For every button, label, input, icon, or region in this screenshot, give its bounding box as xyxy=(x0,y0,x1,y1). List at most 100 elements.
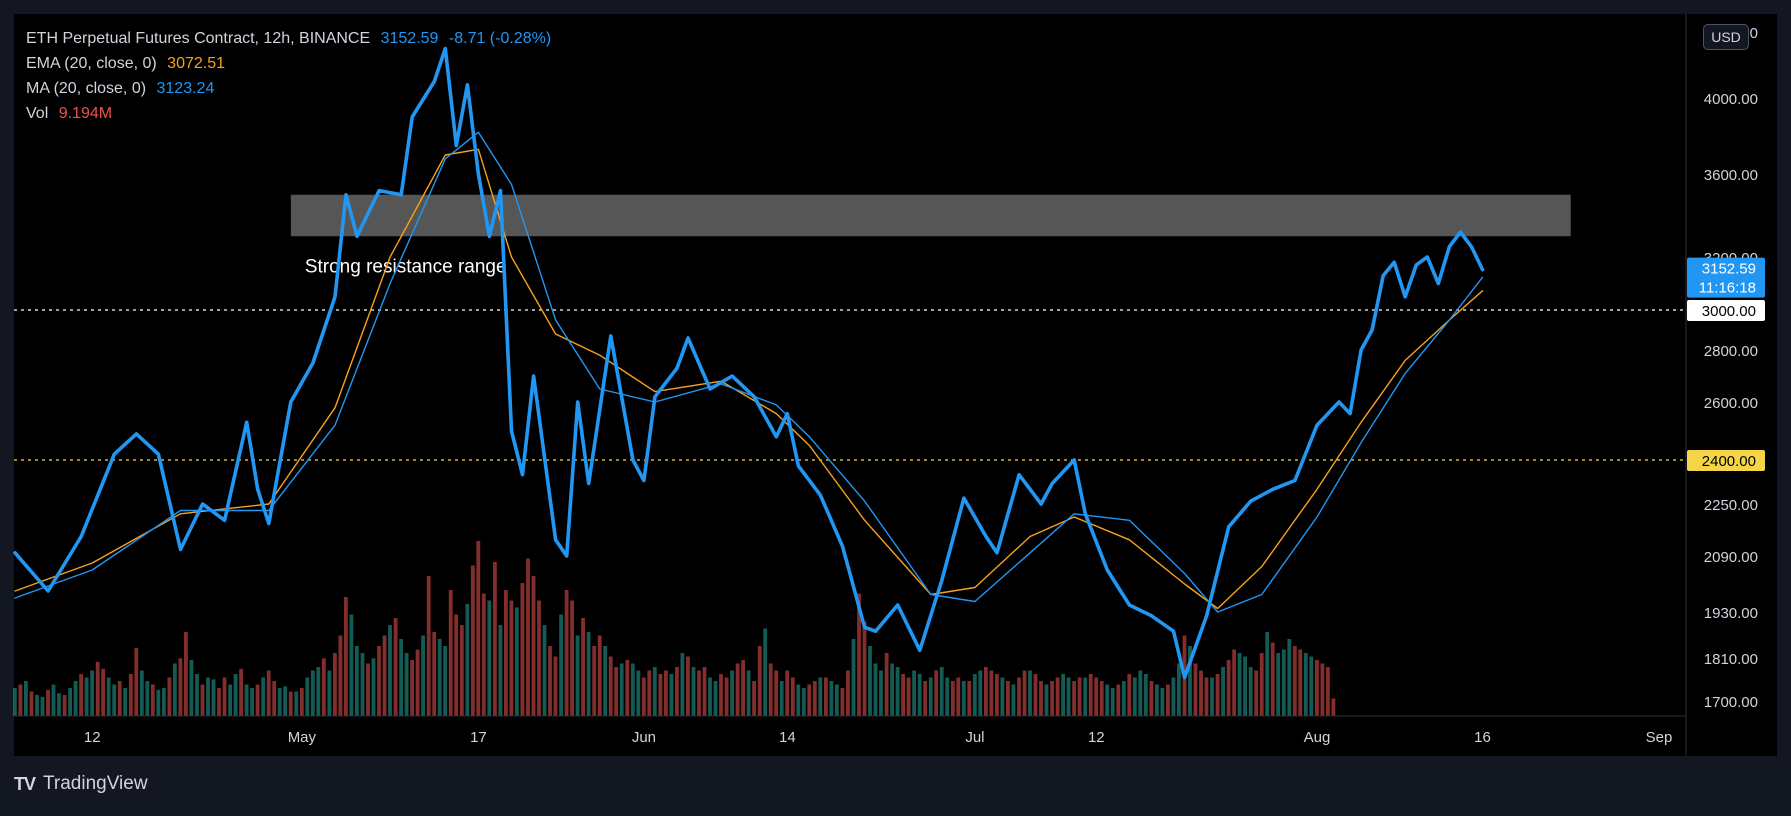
volume-bar xyxy=(697,670,701,716)
volume-bar xyxy=(51,684,56,716)
volume-bar xyxy=(603,646,608,716)
volume-bar xyxy=(812,681,817,716)
volume-bar xyxy=(1055,677,1060,716)
indicator-row-ema[interactable]: EMA (20, close, 0) 3072.51 xyxy=(26,51,551,76)
ma-line[interactable] xyxy=(14,131,1484,613)
price-labels: 3152.59 11:16:18 3000.00 2400.00 xyxy=(1687,257,1765,471)
ema-line[interactable] xyxy=(14,148,1484,610)
volume-bar xyxy=(1050,681,1054,716)
volume-bar xyxy=(636,670,641,716)
volume-bar xyxy=(272,681,277,716)
volume-bar xyxy=(652,667,657,716)
volume-bar xyxy=(785,670,790,716)
time-tick-label: Sep xyxy=(1646,729,1673,746)
countdown-label: 11:16:18 xyxy=(1699,280,1756,297)
volume-bar xyxy=(1243,656,1247,716)
volume-bar xyxy=(35,695,39,716)
volume-bar xyxy=(1105,684,1110,716)
indicator-row-ma[interactable]: MA (20, close, 0) 3123.24 xyxy=(26,76,551,101)
volume-bar xyxy=(266,670,271,716)
volume-bar xyxy=(57,693,61,717)
time-tick-label: May xyxy=(288,729,317,746)
currency-button[interactable]: USD xyxy=(1703,24,1749,50)
volume-bar xyxy=(807,684,812,716)
price-tick-label: 3600.00 xyxy=(1704,167,1758,184)
volume-bar xyxy=(1265,632,1270,716)
tradingview-branding[interactable]: TV TradingView xyxy=(14,773,148,795)
volume-bar xyxy=(597,635,602,716)
volume-bar xyxy=(730,670,734,716)
volume-bar xyxy=(18,684,23,716)
resistance-zone: Strong resistance range xyxy=(290,194,1571,277)
volume-bar xyxy=(763,628,768,716)
symbol-row[interactable]: ETH Perpetual Futures Contract, 12h, BIN… xyxy=(26,26,551,51)
volume-bar xyxy=(79,674,83,716)
volume-bar xyxy=(641,677,646,716)
volume-bar xyxy=(1199,670,1203,716)
volume-bar xyxy=(664,670,668,716)
volume-bar xyxy=(862,621,867,716)
time-axis[interactable]: 12 May 17 Jun 14 Jul 12 Aug 16 Sep xyxy=(14,715,1686,746)
resistance-annotation: Strong resistance range xyxy=(305,256,507,277)
volume-bar xyxy=(355,646,359,716)
volume-bar xyxy=(1215,674,1220,716)
time-tick-label: Aug xyxy=(1304,729,1331,746)
volume-bar xyxy=(779,681,784,716)
ma-label: MA (20, close, 0) xyxy=(26,80,147,97)
volume-bar xyxy=(13,688,17,716)
volume-bar xyxy=(1303,653,1308,716)
volume-bar xyxy=(1292,646,1297,716)
price-tick-label: 1700.00 xyxy=(1704,694,1758,711)
volume-bar xyxy=(493,562,497,716)
volume-bar xyxy=(1077,677,1082,716)
volume-bar xyxy=(614,667,619,716)
volume-bar xyxy=(1094,677,1099,716)
volume-bar xyxy=(1259,653,1264,716)
volume-bar xyxy=(73,681,78,716)
time-tick-label: Jun xyxy=(632,729,656,746)
volume-bar xyxy=(906,677,911,716)
volume-bar xyxy=(592,646,597,716)
time-tick-label: 12 xyxy=(1088,729,1105,746)
volume-bar xyxy=(564,590,569,716)
volume-bar xyxy=(857,593,861,716)
volume-bar xyxy=(349,614,354,716)
volume-bar xyxy=(90,670,94,716)
volume-bar xyxy=(404,653,409,716)
volume-bar xyxy=(117,681,122,716)
volume-bar xyxy=(774,670,779,716)
volume-bar xyxy=(1226,660,1231,716)
indicator-row-vol[interactable]: Vol 9.194M xyxy=(26,101,551,126)
volume-bar xyxy=(917,674,922,716)
resistance-zone-box[interactable] xyxy=(290,194,1571,237)
volume-bar xyxy=(1099,681,1104,716)
price-label-white xyxy=(1687,300,1765,321)
volume-bar xyxy=(95,661,100,717)
volume-bar xyxy=(757,646,762,716)
volume-bar xyxy=(669,674,674,716)
volume-bar xyxy=(972,674,977,716)
volume-bar xyxy=(956,677,961,716)
volume-bar xyxy=(1116,684,1121,716)
volume-bar xyxy=(360,653,365,716)
eth-price-line[interactable] xyxy=(13,46,1485,680)
volume-bar xyxy=(873,663,878,716)
volume-bar xyxy=(283,686,288,717)
volume-bar xyxy=(901,674,905,716)
volume-bar xyxy=(1088,674,1093,716)
volume-bar xyxy=(366,663,370,716)
price-tick-label: 1930.00 xyxy=(1704,605,1758,622)
volume-bar xyxy=(112,684,117,716)
time-tick-label: 17 xyxy=(470,729,487,746)
volume-bar xyxy=(1061,674,1065,716)
volume-bar xyxy=(410,660,414,716)
volume-bar xyxy=(890,663,894,716)
volume-bar xyxy=(934,670,939,716)
chart-legend: ETH Perpetual Futures Contract, 12h, BIN… xyxy=(26,26,551,126)
volume-bar xyxy=(1281,649,1286,716)
volume-bar xyxy=(1193,663,1198,716)
volume-bar xyxy=(139,670,144,716)
tradingview-logo-icon: TV xyxy=(14,773,36,794)
